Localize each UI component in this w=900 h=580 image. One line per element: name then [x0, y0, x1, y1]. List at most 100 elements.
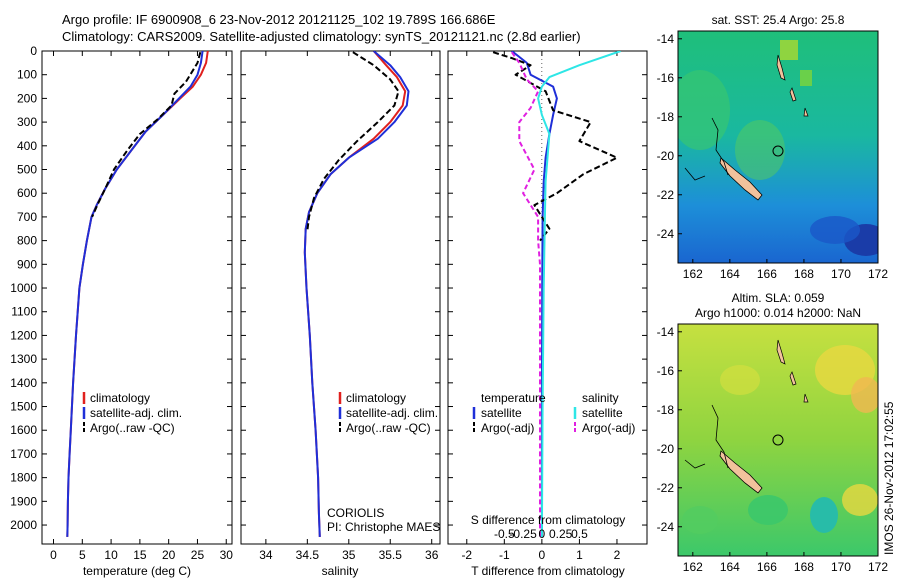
x-tick-label: 34 — [259, 548, 273, 562]
latitude-tick-label: -22 — [657, 188, 675, 202]
series-line-satellite — [511, 51, 558, 537]
legend-header-temperature: temperature — [481, 391, 546, 405]
sla-high-patch — [851, 377, 878, 413]
series-line-climatology — [66, 51, 209, 537]
sla-map-subtitle: Argo h1000: 0.014 h2000: NaN — [695, 306, 861, 320]
difference-frame — [447, 50, 648, 545]
longitude-tick-label: 166 — [757, 560, 777, 574]
depth-tick-label: 300 — [17, 115, 37, 129]
vanuatu-islands — [776, 54, 809, 117]
depth-tick-label: 400 — [17, 139, 37, 153]
depth-tick-label: 1800 — [10, 471, 37, 485]
longitude-tick-label: 164 — [720, 560, 740, 574]
series-line-satellite — [537, 51, 622, 537]
series-line-satellite-adj-clim- — [303, 51, 410, 537]
sla-low-patch — [810, 497, 838, 533]
x-tick-label: 10 — [104, 548, 118, 562]
x-tick-label: 34.5 — [296, 548, 320, 562]
depth-tick-label: 1300 — [10, 352, 37, 366]
reef-outline — [684, 117, 729, 181]
series-line-argo-adj- — [492, 51, 618, 242]
temperature-lines — [66, 51, 209, 537]
x-tick-label: 5 — [79, 548, 86, 562]
s-difference-ticks: -0.5-0.25 0 0.250.5 — [494, 527, 588, 541]
longitude-tick-label: 172 — [868, 267, 888, 281]
longitude-tick-label: 162 — [683, 560, 703, 574]
longitude-tick-label: 170 — [831, 560, 851, 574]
reef-outline — [684, 404, 729, 469]
latitude-tick-label: -20 — [657, 149, 675, 163]
salinity-frame — [240, 50, 441, 545]
depth-tick-label: 600 — [17, 186, 37, 200]
temperature-axis-ticks: 0 5 10 15 20 25 30 — [50, 51, 233, 562]
sst-map-title: sat. SST: 25.4 Argo: 25.8 — [712, 13, 845, 27]
x-tick-label: 30 — [220, 548, 234, 562]
depth-tick-label: 1700 — [10, 447, 37, 461]
x-tick-label: -2 — [461, 548, 472, 562]
salinity-panel: 34 34.5 35 35.5 36 salinity climatology sate… — [240, 50, 441, 578]
x-tick-label: 15 — [133, 548, 147, 562]
temperature-axis-label: temperature (deg C) — [83, 564, 191, 578]
depth-tick-label: 1000 — [10, 281, 37, 295]
longitude-tick-label: 172 — [868, 560, 888, 574]
latitude-tick-label: -16 — [657, 364, 675, 378]
legend-label-satellite: satellite-adj. clim. — [346, 406, 438, 420]
legend-label-t-argo: Argo(-adj) — [481, 421, 534, 435]
x-tick-label: -1 — [499, 548, 510, 562]
depth-tick-label: 0 — [30, 44, 37, 58]
sla-map-frame — [677, 323, 879, 557]
longitude-tick-label: 166 — [757, 267, 777, 281]
depth-tick-label: 100 — [17, 68, 37, 82]
depth-tick-label: 2000 — [10, 518, 37, 532]
depth-axis-ticks: 0 100 200 300 400 500 600 700 800 900 1000 1100 1200… — [10, 44, 232, 532]
legend-label-s-satellite: satellite — [582, 406, 623, 420]
header-line-2: Climatology: CARS2009. Satellite-adjuste… — [62, 29, 581, 44]
series-line-argo-raw-qc- — [306, 51, 400, 232]
depth-tick-label: 1600 — [10, 423, 37, 437]
s-difference-axis-label: S difference from climatology — [471, 513, 626, 527]
sla-high-patch — [720, 365, 760, 395]
header-line-1: Argo profile: IF 6900908_6 23-Nov-2012 2… — [62, 12, 496, 27]
s-difference-tick-label: 0.25 — [549, 527, 573, 541]
s-difference-tick-label: -0.25 — [509, 527, 537, 541]
x-tick-label: 35.5 — [379, 548, 403, 562]
latitude-tick-label: -18 — [657, 403, 675, 417]
imos-timestamp: IMOS 26-Nov-2012 17:02:55 — [882, 401, 896, 555]
salinity-legend: climatology satellite-adj. clim. Argo(..… — [338, 391, 438, 435]
x-tick-label: 0 — [50, 548, 57, 562]
sla-map-panel: Altim. SLA: 0.059 Argo h1000: 0.014 h200… — [657, 291, 889, 574]
difference-lines — [492, 51, 622, 544]
legend-label-argo: Argo(..raw -QC) — [346, 421, 431, 435]
longitude-tick-label: 168 — [794, 267, 814, 281]
x-tick-label: 0 — [539, 548, 546, 562]
series-line-satellite-adj-clim- — [66, 51, 204, 537]
temperature-frame — [41, 50, 233, 545]
argo-position-marker — [772, 145, 784, 157]
depth-tick-label: 200 — [17, 91, 37, 105]
legend-header-salinity: salinity — [582, 391, 619, 405]
x-tick-label: 20 — [162, 548, 176, 562]
vanuatu-islands — [776, 339, 809, 403]
x-tick-label: 2 — [614, 548, 621, 562]
s-difference-tick-label: 0 — [539, 527, 546, 541]
depth-tick-label: 1500 — [10, 400, 37, 414]
series-line-climatology — [303, 51, 407, 537]
difference-legend: temperature salinity satellite Argo(-adj… — [472, 391, 635, 435]
sla-map-ticks: 162 164 166 168 170 172 -14 -16 -18 -20 -22 -24 — [657, 325, 889, 574]
temperature-legend: climatology satellite-adj. clim. Argo(..… — [82, 391, 182, 435]
x-tick-label: 35 — [342, 548, 356, 562]
legend-label-satellite: satellite-adj. clim. — [90, 406, 182, 420]
latitude-tick-label: -14 — [657, 32, 675, 46]
longitude-tick-label: 164 — [720, 267, 740, 281]
depth-tick-label: 500 — [17, 163, 37, 177]
sst-warm-pixels — [780, 40, 798, 60]
legend-label-s-argo: Argo(-adj) — [582, 421, 635, 435]
depth-tick-label: 1100 — [11, 305, 37, 319]
depth-tick-label: 1400 — [10, 376, 37, 390]
sla-map-title: Altim. SLA: 0.059 — [732, 291, 825, 305]
legend-label-climatology: climatology — [346, 391, 406, 405]
series-line-argo-adj- — [510, 51, 541, 537]
depth-tick-label: 1900 — [10, 494, 37, 508]
latitude-tick-label: -24 — [657, 520, 675, 534]
sst-map-panel: sat. SST: 25.4 Argo: 25.8 162 164 166 168 17… — [657, 13, 889, 281]
